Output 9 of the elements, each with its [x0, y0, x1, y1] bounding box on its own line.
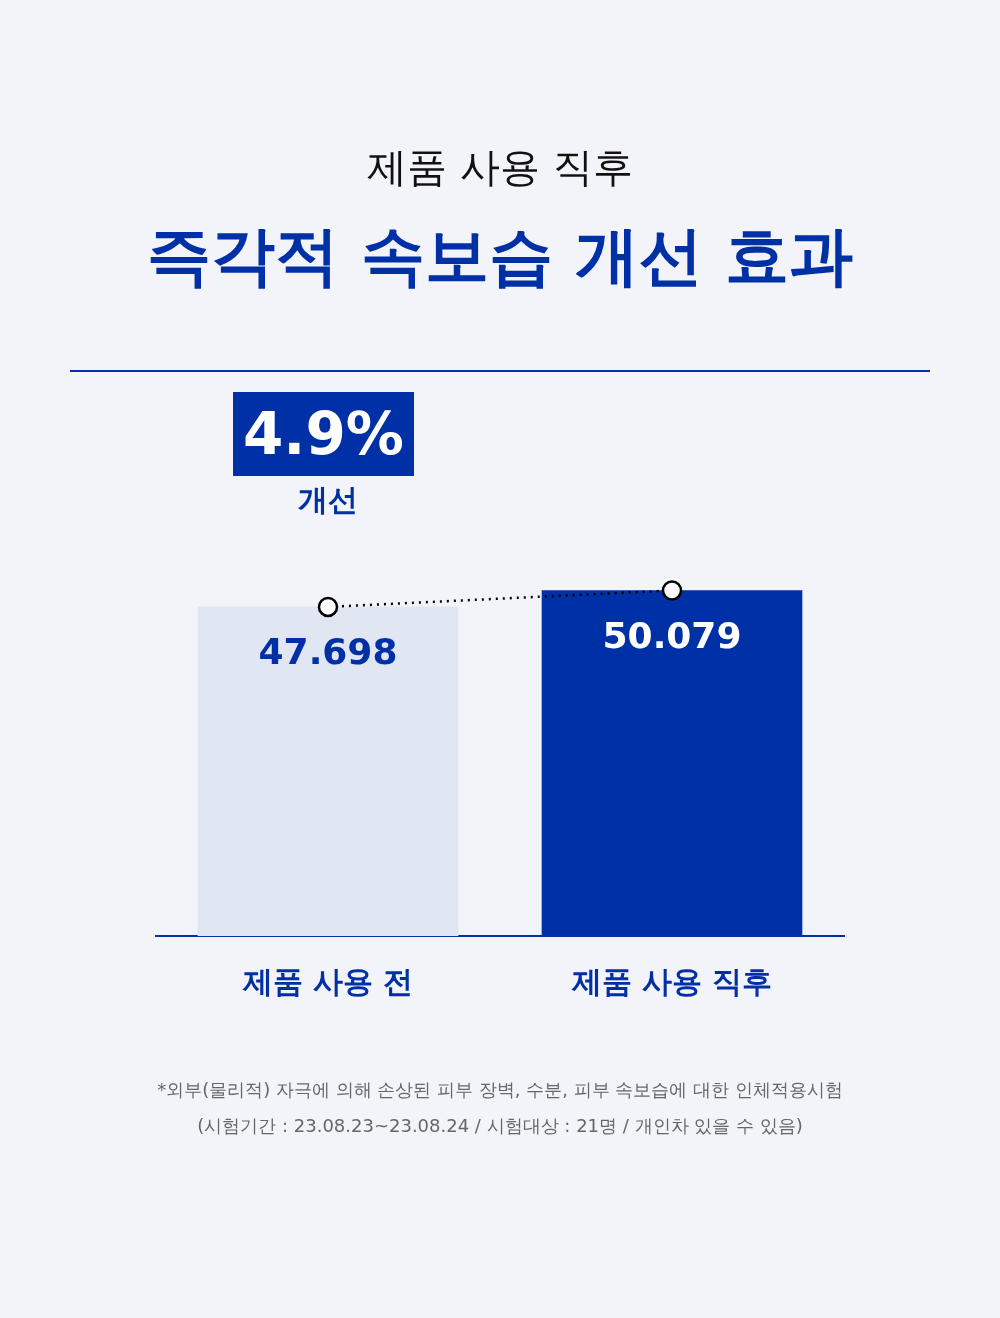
text: 개선	[297, 481, 359, 519]
chart-subtitle: 제품 사용 직후	[366, 143, 634, 192]
chart-title: 즉각적 속보습 개선 효과	[145, 218, 855, 295]
data-label: 47.698	[258, 631, 398, 673]
text: (시험기간 : 23.08.23~23.08.24 / 시험대상 : 21명 / 개인차 있을 수 있음)	[196, 1114, 804, 1138]
data-label: 50.079	[602, 614, 742, 656]
text: 4.9%	[233, 392, 414, 476]
x-tick-label: 제품 사용 전	[241, 963, 414, 999]
text: *외부(물리적) 자극에 의해 손상된 피부 장벽, 수분, 피부 속보습에 대한 인체적용시험	[156, 1078, 844, 1102]
